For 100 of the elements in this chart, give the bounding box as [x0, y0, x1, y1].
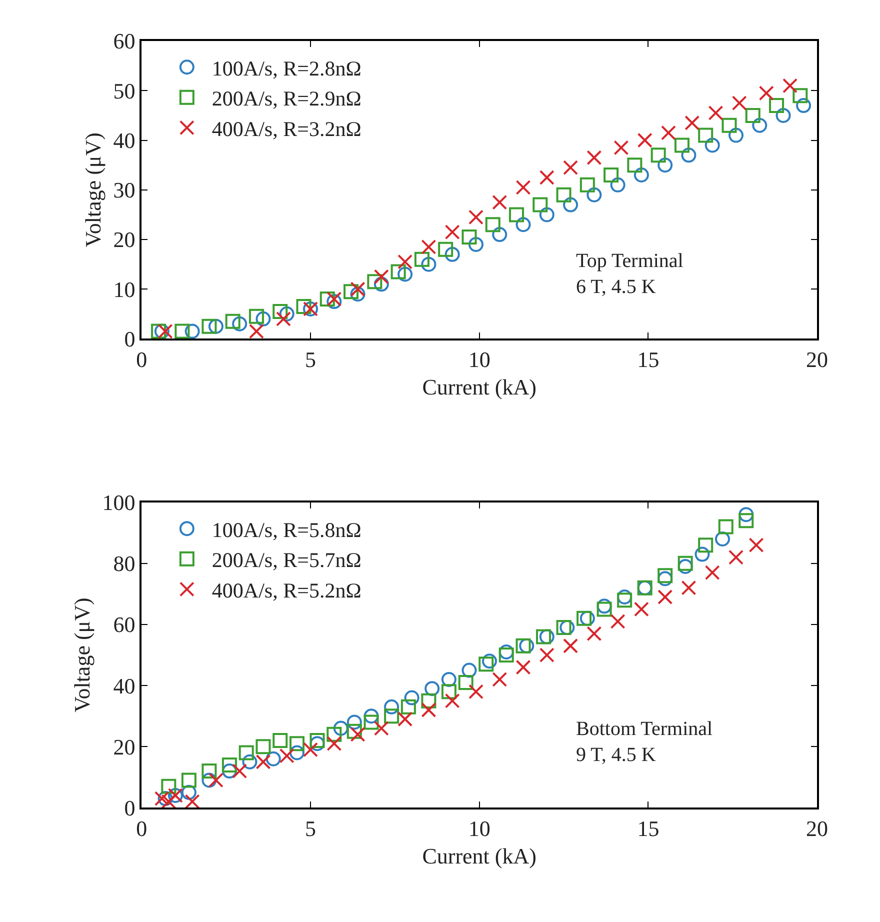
point: [738, 513, 754, 528]
point: [421, 702, 436, 718]
point: [290, 745, 304, 760]
point: [404, 690, 420, 706]
point: [516, 180, 531, 195]
legend-label: 400A/s, R=5.2nΩ: [212, 578, 362, 602]
point: [398, 266, 413, 282]
point: [758, 86, 774, 101]
point: [586, 626, 602, 642]
point: [738, 507, 754, 522]
point: [718, 519, 734, 534]
y-axis-title: Voltage (μV): [70, 598, 95, 712]
point: [678, 556, 693, 571]
point: [444, 693, 460, 708]
point: [614, 140, 629, 156]
point: [516, 660, 531, 675]
point: [438, 242, 454, 257]
x-tick-label: 5: [305, 816, 316, 842]
point: [256, 311, 271, 326]
legend-label: 200A/s, R=5.7nΩ: [212, 548, 362, 572]
point: [333, 720, 348, 736]
y-tick-label: 40: [113, 673, 136, 698]
x-tick-label: 10: [468, 816, 490, 842]
point: [776, 108, 791, 123]
point: [782, 78, 798, 94]
point: [161, 794, 176, 810]
point: [279, 306, 294, 322]
y-axis-title: Voltage (μV): [80, 132, 106, 248]
point: [536, 629, 552, 644]
point: [398, 254, 413, 270]
point: [704, 565, 720, 580]
point: [384, 699, 400, 714]
point: [492, 194, 508, 210]
point: [346, 714, 362, 730]
y-tick-label: 50: [113, 78, 136, 104]
point: [492, 672, 508, 687]
point: [256, 739, 271, 754]
point: [576, 610, 592, 626]
y-tick-label: 80: [113, 551, 136, 576]
point: [539, 207, 554, 222]
point: [604, 168, 619, 183]
point: [596, 602, 612, 617]
point: [256, 754, 271, 770]
point: [586, 187, 602, 202]
point: [516, 638, 531, 654]
point: [161, 778, 176, 794]
point: [658, 590, 673, 605]
point: [272, 304, 288, 319]
point: [634, 602, 649, 617]
point: [310, 733, 325, 748]
point: [610, 177, 626, 192]
point: [326, 726, 342, 742]
point: [728, 128, 744, 143]
y-tick-label: 60: [113, 28, 136, 54]
y-tick-label: 20: [113, 227, 136, 252]
point: [708, 105, 724, 120]
point: [658, 571, 673, 586]
point: [248, 324, 264, 339]
point: [441, 672, 456, 687]
point: [519, 638, 534, 654]
point: [421, 693, 436, 708]
point: [462, 230, 477, 245]
y-tick-label: 30: [113, 178, 136, 203]
point: [400, 699, 416, 714]
x-tick-label: 15: [637, 816, 660, 842]
point: [202, 318, 217, 334]
point: [151, 324, 166, 339]
annotation: Bottom Terminal 9 T, 4.5 K: [576, 718, 713, 766]
point: [276, 311, 291, 326]
point: [468, 210, 484, 225]
point: [242, 754, 258, 770]
point: [698, 538, 714, 553]
point: [678, 558, 693, 574]
point: [414, 252, 430, 267]
point: [681, 148, 696, 163]
point: [596, 598, 612, 614]
point: [539, 648, 554, 663]
point: [266, 751, 281, 766]
point: [296, 298, 312, 314]
point: [350, 282, 366, 297]
point: [279, 748, 294, 764]
point: [560, 620, 575, 636]
point: [350, 726, 366, 742]
point: [674, 138, 690, 153]
point: [202, 772, 217, 788]
point: [248, 308, 264, 324]
point: [516, 217, 531, 232]
point: [232, 764, 248, 779]
point: [154, 324, 170, 339]
point: [468, 684, 484, 700]
y-tick-label: 100: [102, 490, 136, 516]
x-tick-label: 20: [806, 347, 828, 372]
point: [681, 580, 696, 596]
x-tick-label: 15: [637, 347, 660, 372]
point: [390, 264, 406, 280]
legend-label: 100A/s, R=5.8nΩ: [212, 518, 362, 542]
point: [421, 239, 436, 254]
point: [364, 708, 379, 724]
point: [728, 550, 744, 565]
x-tick-label: 5: [305, 347, 316, 372]
